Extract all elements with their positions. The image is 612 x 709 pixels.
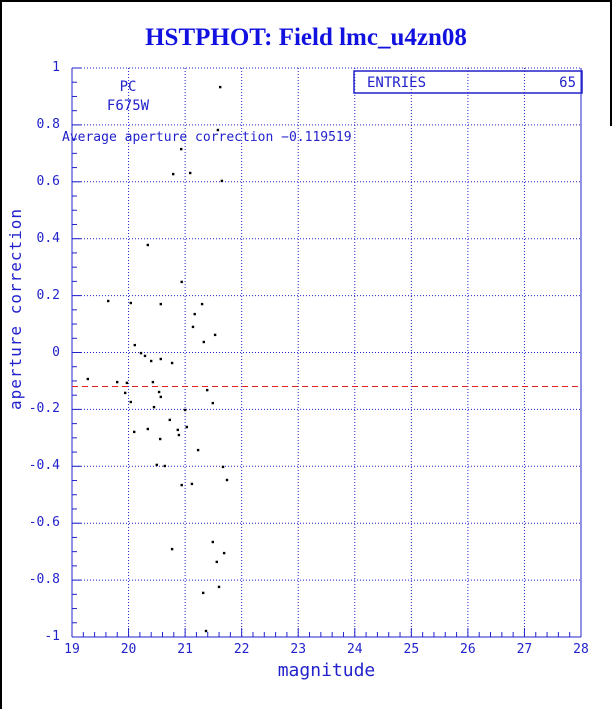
scatter-point bbox=[183, 408, 187, 412]
scatter-point bbox=[157, 390, 161, 394]
y-tick-label: -0.8 bbox=[28, 572, 60, 588]
scatter-point bbox=[180, 280, 183, 284]
average-correction-annotation: Average aperture correction −0.119519 bbox=[62, 130, 352, 145]
scatter-point bbox=[185, 425, 188, 429]
x-tick-label: 22 bbox=[233, 642, 250, 657]
scatter-point bbox=[143, 354, 147, 358]
scatter-point bbox=[159, 395, 162, 399]
scatter-point bbox=[146, 243, 149, 247]
x-tick-label: 20 bbox=[120, 642, 137, 657]
y-tick-label: 0.8 bbox=[36, 116, 60, 132]
scatter-point bbox=[163, 464, 166, 468]
page-title: HSTPHOT: Field lmc_u4zn08 bbox=[145, 24, 467, 51]
window-border-top bbox=[0, 0, 612, 2]
scatter-point bbox=[180, 147, 183, 151]
scatter-point bbox=[206, 388, 209, 392]
window-border-left bbox=[0, 0, 2, 709]
scatter-point bbox=[155, 463, 158, 467]
x-tick-label: 26 bbox=[460, 642, 476, 657]
y-tick-label: 0.4 bbox=[36, 230, 60, 246]
scatter-point bbox=[221, 465, 225, 469]
scatter-point bbox=[191, 325, 195, 329]
scatter-point bbox=[159, 302, 162, 306]
detector-label: PC bbox=[119, 79, 137, 95]
scatter-point bbox=[146, 427, 149, 431]
y-tick-label: 0.2 bbox=[36, 287, 60, 303]
scatter-point bbox=[204, 629, 208, 633]
filter-label: F675W bbox=[106, 98, 150, 114]
x-tick-label: 21 bbox=[177, 642, 193, 657]
scatter-point bbox=[168, 418, 171, 422]
x-tick-label: 24 bbox=[346, 642, 363, 657]
scatter-point bbox=[217, 585, 221, 589]
scatter-point bbox=[189, 171, 192, 175]
scatter-point bbox=[172, 172, 175, 176]
y-tick-label: 0 bbox=[52, 344, 60, 360]
scatter-point bbox=[213, 333, 217, 337]
scatter-point bbox=[129, 400, 132, 404]
scatter-point bbox=[124, 391, 127, 395]
stats-box-entries-label: ENTRIES bbox=[367, 75, 427, 91]
scatter-point bbox=[177, 433, 181, 437]
scatter-point bbox=[216, 128, 220, 132]
y-tick-label: -0.4 bbox=[28, 458, 60, 474]
x-tick-label: 23 bbox=[290, 642, 307, 657]
scatter-point bbox=[152, 405, 156, 409]
y-tick-label: -0.6 bbox=[28, 515, 60, 531]
scatter-point bbox=[211, 540, 214, 544]
window-border-right bbox=[610, 0, 612, 126]
scatter-point bbox=[151, 380, 155, 384]
scatter-point bbox=[159, 357, 162, 361]
scatter-point bbox=[211, 401, 214, 405]
y-tick-label: -1 bbox=[44, 629, 60, 644]
scatter-point bbox=[86, 377, 89, 381]
x-tick-label: 25 bbox=[403, 642, 420, 657]
scatter-point bbox=[129, 301, 132, 305]
x-axis-title: magnitude bbox=[277, 660, 376, 681]
x-tick-label: 28 bbox=[573, 642, 589, 657]
scatter-point bbox=[125, 381, 129, 385]
scatter-point bbox=[133, 343, 136, 347]
y-tick-label: 1 bbox=[52, 60, 60, 75]
scatter-point bbox=[190, 482, 194, 486]
stats-box-entries-value: 65 bbox=[559, 75, 576, 91]
y-tick-label: -0.2 bbox=[28, 401, 60, 417]
scatter-point bbox=[159, 437, 162, 441]
scatter-point bbox=[170, 547, 174, 551]
scatter-point bbox=[200, 302, 204, 306]
x-tick-label: 19 bbox=[64, 642, 80, 657]
scatter-point bbox=[139, 351, 143, 355]
scatter-point bbox=[170, 361, 174, 365]
stats-box-outline bbox=[353, 70, 583, 94]
scatter-point bbox=[225, 478, 229, 482]
scatter-point bbox=[220, 179, 224, 183]
scatter-point bbox=[219, 85, 222, 89]
scatter-point bbox=[193, 312, 196, 316]
scatter-point bbox=[215, 560, 218, 564]
scatter-point bbox=[180, 483, 183, 487]
scatter-point bbox=[196, 448, 200, 452]
scatter-point bbox=[222, 551, 226, 555]
scatter-point bbox=[107, 299, 110, 303]
scatter-point bbox=[202, 591, 205, 595]
y-tick-label: 0.6 bbox=[36, 173, 60, 189]
scatter-point bbox=[202, 340, 205, 344]
scatter-point bbox=[150, 359, 153, 363]
x-tick-label: 27 bbox=[516, 642, 533, 657]
scatter-point bbox=[176, 428, 179, 432]
scatter-point bbox=[116, 380, 119, 384]
scatter-point bbox=[133, 430, 136, 434]
